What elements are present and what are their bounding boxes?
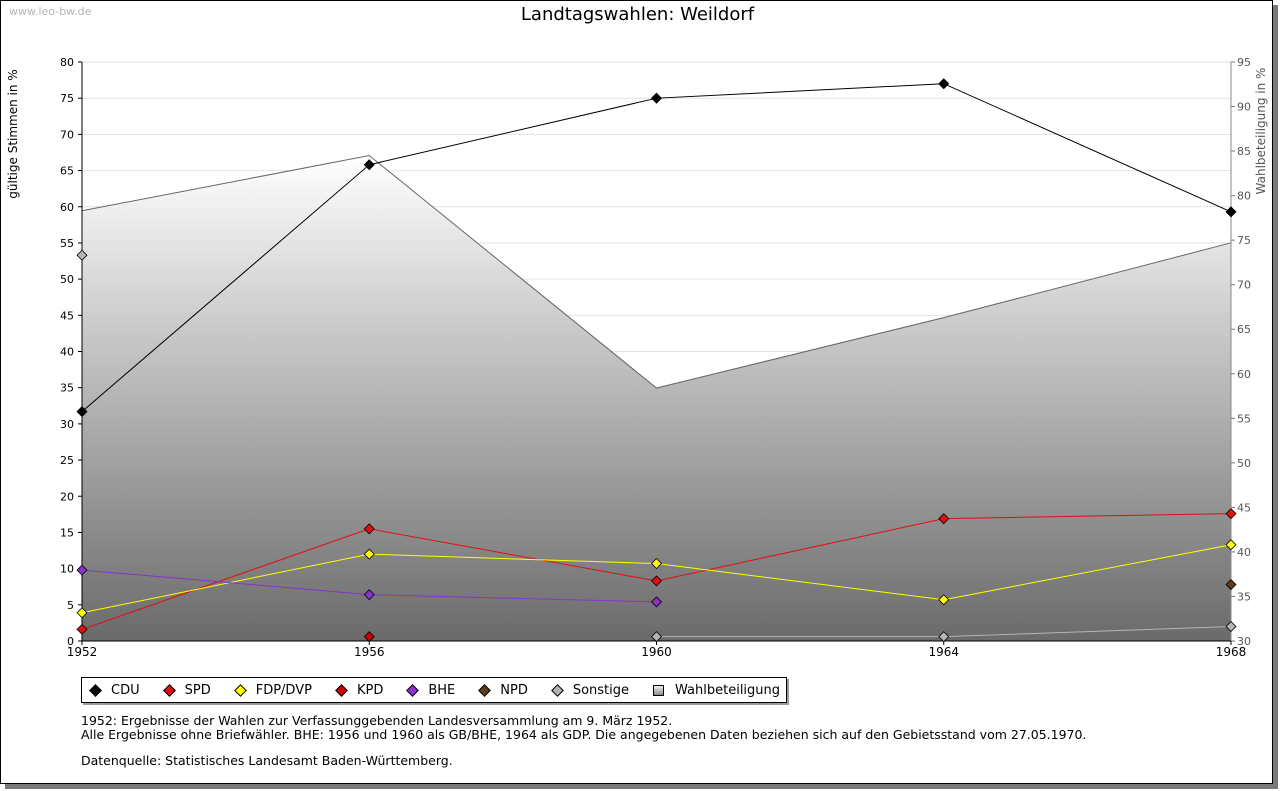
y-tick-label-right: 70 [1237,279,1251,292]
note-source: Datenquelle: Statistisches Landesamt Bad… [81,753,453,768]
data-point-cdu [76,406,88,418]
legend-label-kpd: KPD [356,682,384,698]
y-tick-label-left: 80 [60,56,74,69]
legend-marker-bhe [406,683,420,697]
data-point-sonstige [1225,621,1237,633]
y-tick-label-right: 55 [1237,412,1251,425]
y-tick-label-right: 90 [1237,101,1251,114]
y-tick-label-left: 45 [60,309,74,322]
legend-marker-wahlbeteiligung [653,684,665,696]
legend-item-npd: NPD [477,683,528,698]
legend-marker-spd [162,683,176,697]
note-line-1: 1952: Ergebnisse der Wahlen zur Verfassu… [81,713,673,728]
data-point-bhe [76,564,88,576]
x-tick-label: 1964 [928,645,959,659]
y-tick-label-left: 25 [60,454,74,467]
legend-item-kpd: KPD [334,683,383,698]
data-point-sonstige [650,631,663,643]
legend-label-npd: NPD [500,682,528,698]
legend-item-bhe: BHE [405,683,455,698]
data-point-cdu [363,159,375,171]
y-tick-label-left: 20 [60,490,74,503]
chart-title: Landtagswahlen: Weildorf [520,4,755,25]
y-tick-label-right: 30 [1237,635,1251,648]
x-tick-label: 1968 [1216,645,1247,659]
y-tick-label-right: 65 [1237,323,1251,336]
legend-label-fdp-dvp: FDP/DVP [255,682,312,698]
data-point-fdp-dvp [938,594,950,606]
series-markers [76,78,1237,643]
data-point-spd [938,513,950,525]
y-tick-label-right: 50 [1237,457,1251,470]
y-tick-label-right: 35 [1237,590,1251,603]
legend-item-fdp-dvp: FDP/DVP [233,683,312,698]
data-point-bhe [650,596,663,608]
y-tick-label-right: 80 [1237,190,1251,203]
y-axis-title-left: gültige Stimmen in % [6,69,20,198]
x-tick-label: 1960 [641,645,672,659]
y-tick-label-right: 75 [1237,234,1251,247]
data-point-npd [1225,579,1237,591]
legend-item-spd: SPD [162,683,211,698]
legend-item-sonstige: Sonstige [550,683,629,698]
data-point-spd [363,523,375,535]
y-tick-label-left: 70 [60,128,74,141]
y-tick-label-right: 45 [1237,501,1251,514]
y-tick-label-left: 75 [60,92,74,105]
data-point-spd [1225,508,1237,520]
y-tick-label-left: 5 [67,599,74,612]
y-tick-label-left: 60 [60,201,74,214]
legend-label-spd: SPD [184,682,211,698]
data-point-cdu [650,92,663,104]
data-point-spd [650,575,663,587]
y-tick-label-left: 30 [60,418,74,431]
y-tick-label-left: 35 [60,382,74,395]
y-tick-label-left: 10 [60,563,74,576]
y-tick-label-left: 15 [60,526,74,539]
data-point-fdp-dvp [650,558,663,570]
data-point-kpd [363,631,375,643]
data-point-fdp-dvp [363,548,375,560]
notes: 1952: Ergebnisse der Wahlen zur Verfassu… [81,714,1086,768]
y-tick-label-left: 40 [60,346,74,359]
wahlbeteiligung-line [81,154,1232,389]
legend-label-sonstige: Sonstige [572,682,630,698]
legend-item-cdu: CDU [88,683,140,698]
note-line-2: Alle Ergebnisse ohne Briefwähler. BHE: 1… [81,727,1087,742]
chart-plot: 0 5 10 15 20 25 30 35 40 45 50 55 60 65 70 75 80 30 35 40 45… [6,56,1268,659]
y-tick-label-left: 0 [67,635,74,648]
data-point-bhe [363,589,375,601]
legend-marker-kpd [335,683,348,697]
data-point-sonstige [938,631,950,643]
data-point-fdp-dvp [76,607,88,619]
legend-marker-cdu [89,683,102,697]
y-tick-label-right: 40 [1237,546,1251,559]
y-tick-label-left: 50 [60,273,74,286]
legend-item-wahlbeteiligung: Wahlbeteiligung [651,683,780,698]
legend-label-bhe: BHE [428,682,456,698]
legend-marker-fdp-dvp [233,683,247,697]
axis-labels: 0 5 10 15 20 25 30 35 40 45 50 55 60 65 70 75 80 30 35 40 45… [6,56,1268,659]
watermark: www.leo-bw.de [9,5,92,18]
legend-marker-sonstige [550,683,564,697]
legend-label-cdu: CDU [111,682,140,698]
data-point-cdu [938,78,950,90]
y-tick-label-right: 85 [1237,145,1251,158]
x-tick-label: 1956 [354,645,385,659]
data-point-spd [76,623,88,635]
y-tick-label-right: 95 [1237,56,1251,69]
y-tick-label-left: 65 [60,165,74,178]
y-tick-label-right: 60 [1237,368,1251,381]
y-axis-title-right: Wahlbeteiligung in % [1254,68,1268,195]
legend-label-wahlbeteiligung: Wahlbeteiligung [675,682,781,698]
data-point-cdu [1225,206,1237,218]
data-point-sonstige [76,249,88,261]
legend: CDU SPD FDP/DVP KPD BHE NPD Sonstige Wahlbeteil… [81,677,788,703]
x-tick-label: 1952 [67,645,98,659]
legend-marker-npd [478,683,492,697]
y-tick-label-left: 55 [60,237,74,250]
data-point-fdp-dvp [1225,539,1237,551]
